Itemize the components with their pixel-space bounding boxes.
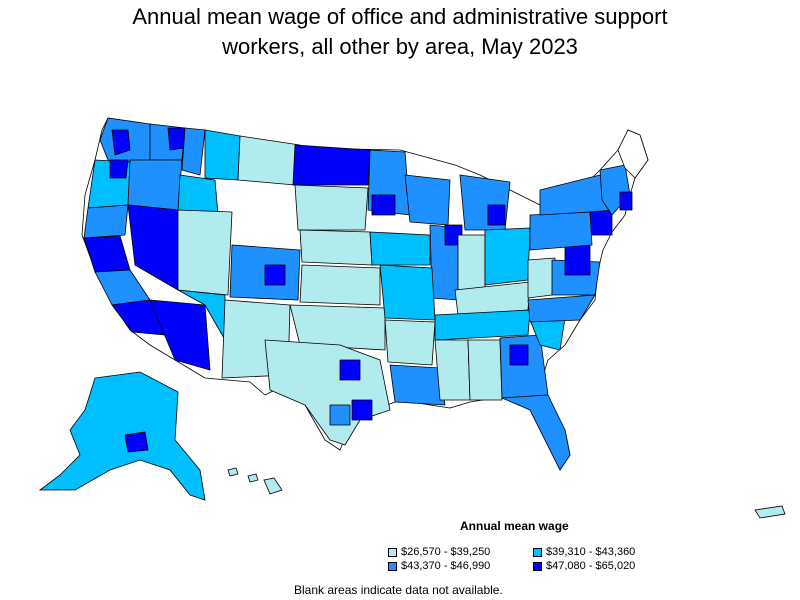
region-louisiana bbox=[389, 364, 446, 406]
legend-swatch-2 bbox=[533, 547, 542, 557]
region-seattle bbox=[111, 129, 131, 156]
region-north-carolina bbox=[527, 294, 596, 323]
region-houston bbox=[351, 399, 373, 421]
region-idaho-south bbox=[177, 174, 219, 216]
legend-item-3: $43,370 - $46,990 bbox=[388, 560, 490, 572]
region-maine bbox=[617, 129, 649, 179]
region-spokane bbox=[167, 127, 186, 151]
map-title-line1: Annual mean wage of office and administr… bbox=[132, 4, 668, 29]
region-nebraska bbox=[299, 229, 373, 266]
region-dallas bbox=[339, 359, 361, 381]
region-arkansas bbox=[384, 319, 436, 366]
region-utah bbox=[177, 209, 233, 296]
region-montana-east bbox=[237, 135, 301, 186]
legend-swatch-3 bbox=[388, 561, 397, 571]
legend-label-2: $39,310 - $43,360 bbox=[546, 546, 636, 558]
region-montana-west bbox=[204, 129, 241, 181]
legend-title: Annual mean wage bbox=[460, 519, 569, 533]
region-nyc-metro bbox=[589, 209, 613, 236]
legend-label-3: $43,370 - $46,990 bbox=[401, 560, 491, 572]
legend-swatch-4 bbox=[533, 561, 542, 571]
region-puerto-rico bbox=[754, 505, 786, 519]
region-idaho-north bbox=[181, 127, 206, 176]
region-tennessee bbox=[434, 309, 531, 341]
region-ohio bbox=[484, 227, 531, 286]
region-oklahoma bbox=[289, 304, 386, 351]
region-pennsylvania bbox=[529, 211, 593, 251]
region-california-north bbox=[83, 204, 129, 239]
legend-swatch-1 bbox=[388, 547, 397, 557]
legend-label-4: $47,080 - $65,020 bbox=[546, 560, 636, 572]
region-portland bbox=[109, 159, 129, 179]
region-alaska bbox=[38, 371, 206, 501]
region-mississippi bbox=[434, 339, 471, 401]
region-florida bbox=[501, 394, 571, 471]
region-denver bbox=[264, 264, 286, 286]
region-dc-metro bbox=[564, 244, 591, 276]
region-anchorage bbox=[124, 431, 149, 453]
legend-item-4: $47,080 - $65,020 bbox=[533, 560, 635, 572]
region-minneapolis bbox=[371, 194, 396, 216]
region-iowa bbox=[369, 231, 431, 266]
legend-item-1: $26,570 - $39,250 bbox=[388, 546, 490, 558]
region-north-dakota bbox=[292, 144, 371, 186]
data-availability-note: Blank areas indicate data not available. bbox=[294, 583, 503, 597]
map-title: Annual mean wage of office and administr… bbox=[0, 2, 800, 62]
region-austin bbox=[329, 404, 351, 426]
region-kansas bbox=[299, 264, 381, 306]
region-detroit bbox=[487, 204, 506, 226]
region-boston bbox=[619, 191, 633, 211]
region-indiana bbox=[457, 234, 486, 293]
legend-label-1: $26,570 - $39,250 bbox=[401, 546, 491, 558]
region-west-virginia bbox=[527, 257, 556, 299]
region-wisconsin bbox=[404, 174, 451, 226]
region-oregon-east bbox=[127, 159, 183, 211]
region-alabama bbox=[467, 339, 503, 401]
legend-item-2: $39,310 - $43,360 bbox=[533, 546, 635, 558]
region-atlanta bbox=[509, 344, 529, 366]
region-hawaii bbox=[227, 467, 283, 495]
region-missouri bbox=[379, 264, 436, 321]
map-title-line2: workers, all other by area, May 2023 bbox=[222, 34, 578, 59]
region-arizona-west bbox=[149, 299, 211, 371]
region-south-dakota bbox=[294, 184, 369, 231]
